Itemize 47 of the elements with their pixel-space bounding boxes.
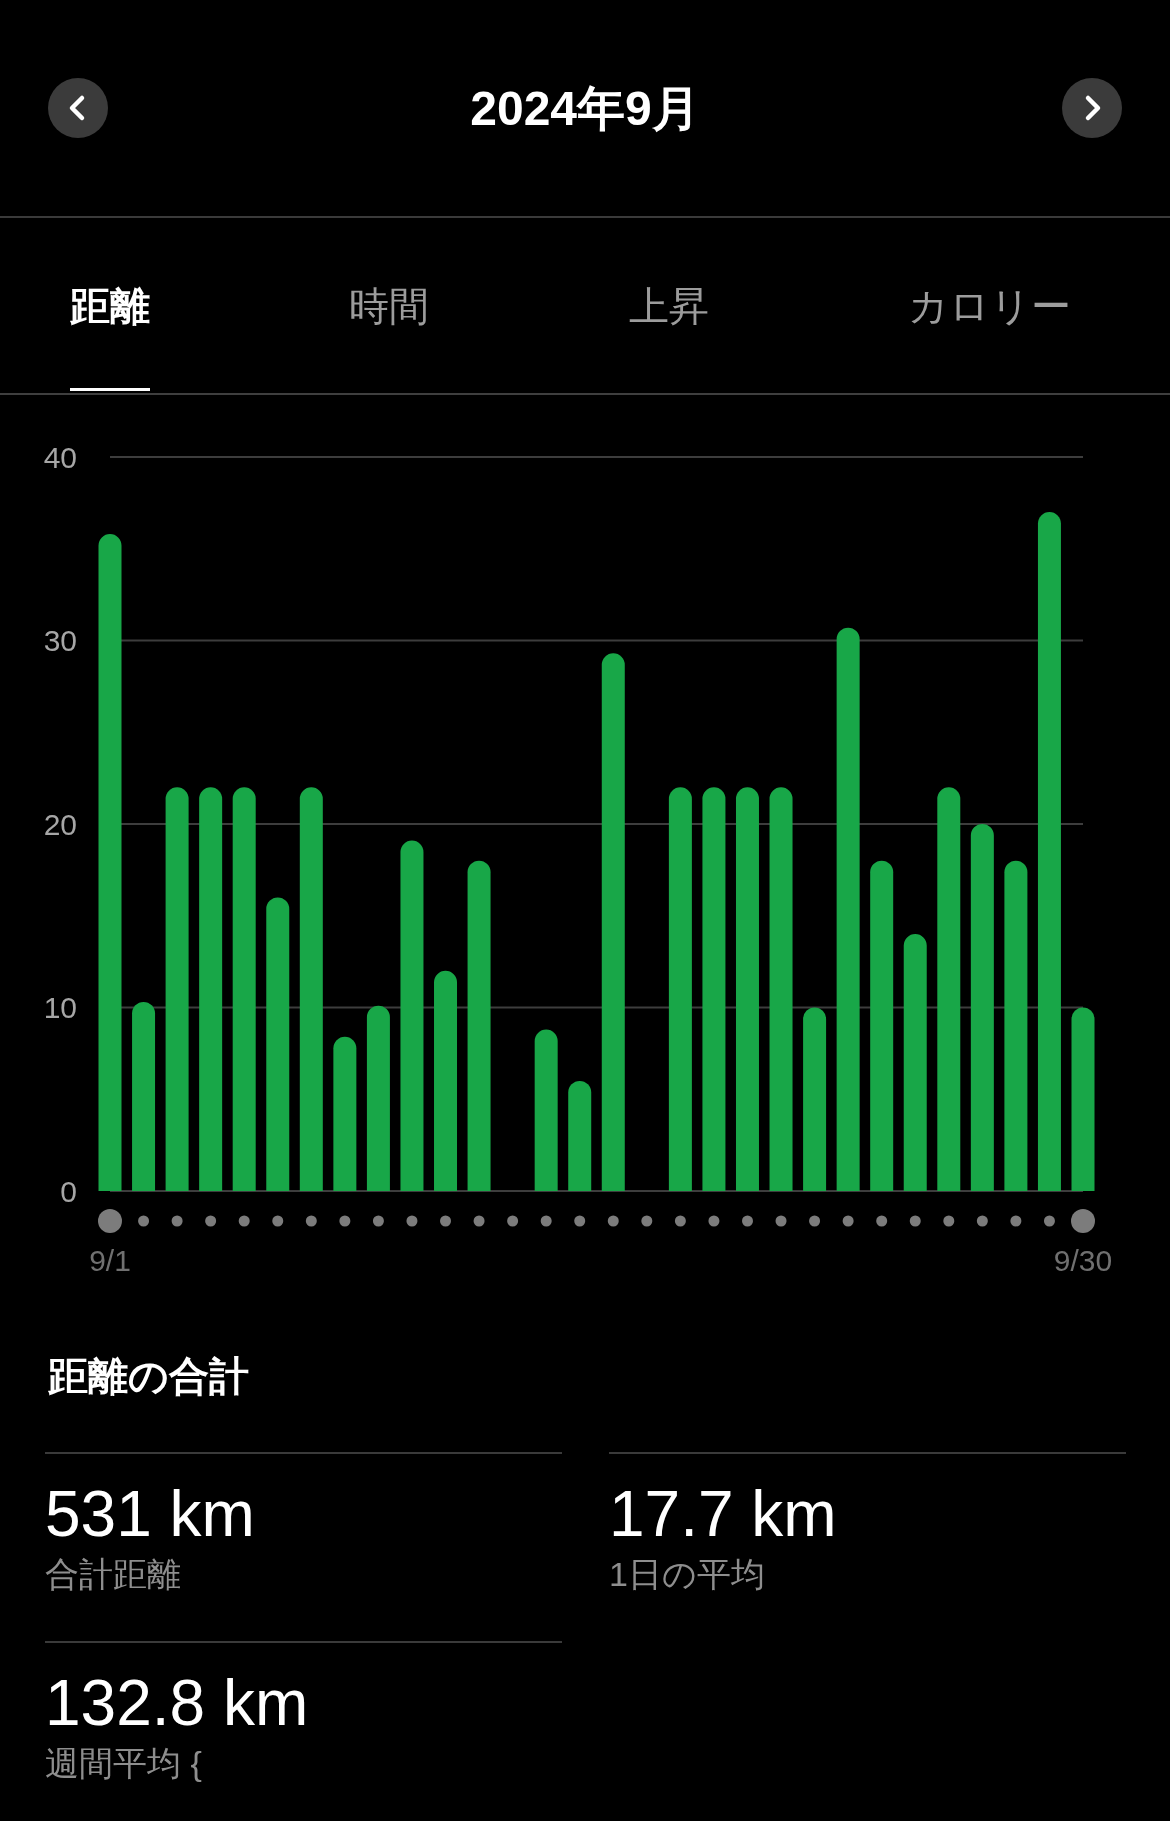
bar xyxy=(1037,512,1061,1191)
bar xyxy=(165,787,189,1191)
text: 上昇 xyxy=(628,283,709,330)
bar xyxy=(534,1029,558,1191)
bar xyxy=(937,787,961,1191)
bar xyxy=(702,787,726,1191)
bar xyxy=(601,653,625,1191)
text: 17.7 km xyxy=(609,1477,837,1552)
bar xyxy=(467,860,491,1191)
bar xyxy=(1004,860,1028,1191)
bar xyxy=(1071,1007,1095,1191)
y-tick-label: 20 xyxy=(43,807,77,841)
y-axis-title: 距離 xyxy=(70,283,150,330)
bar xyxy=(870,860,894,1191)
text: カロリー xyxy=(907,283,1071,330)
bar xyxy=(266,897,290,1191)
bar xyxy=(400,840,424,1191)
bar xyxy=(98,534,122,1191)
text: 合計距離 xyxy=(45,1554,181,1595)
bar xyxy=(903,934,927,1191)
text: 1日の平均 xyxy=(609,1554,765,1595)
x-tick-label: 9/1 xyxy=(89,1243,131,1277)
bar xyxy=(803,1007,827,1191)
text: 531 km xyxy=(45,1477,255,1552)
bar xyxy=(333,1036,357,1191)
bar xyxy=(232,787,256,1191)
y-tick-label: 30 xyxy=(43,624,77,657)
bar xyxy=(366,1005,390,1191)
y-tick-label: 10 xyxy=(43,991,77,1024)
text: 時間 xyxy=(349,283,430,330)
text: 距離の合計 xyxy=(48,1353,249,1400)
chart-title: 2024年9月 xyxy=(470,81,700,137)
y-tick-label: 40 xyxy=(43,440,77,474)
bar xyxy=(299,787,323,1191)
x-tick-label: 9/30 xyxy=(1053,1243,1113,1277)
bar xyxy=(434,970,458,1191)
bar xyxy=(568,1080,592,1191)
bar xyxy=(836,627,860,1191)
y-tick-label: 0 xyxy=(60,1174,77,1208)
bar xyxy=(668,787,692,1191)
bar xyxy=(132,1002,156,1191)
bar xyxy=(970,824,994,1191)
bar xyxy=(199,787,223,1191)
text: 週間平均 { xyxy=(45,1743,202,1784)
bar xyxy=(735,787,759,1191)
text: 132.8 km xyxy=(45,1666,309,1741)
bar xyxy=(769,787,793,1191)
